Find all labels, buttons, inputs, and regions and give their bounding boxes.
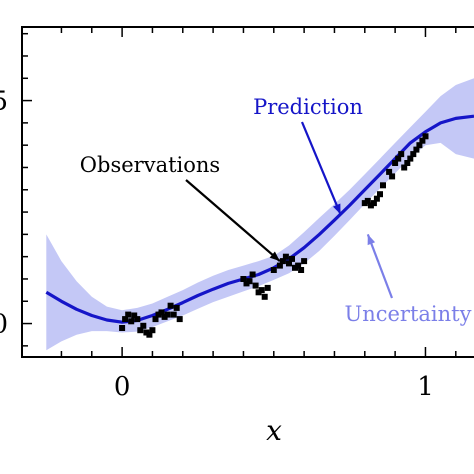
observation-point [176,316,183,323]
observation-point [292,264,298,271]
observation-point [395,155,402,162]
observation-point [128,318,135,325]
observation-point [373,195,380,202]
observation-point [364,197,371,204]
observation-point [401,164,408,171]
observation-point [419,137,426,144]
observation-points-layer [119,133,429,338]
ticks-layer: 010.5 [0,27,457,402]
uncertainty-band-layer [46,78,474,351]
observation-point [140,322,147,329]
y-tick-label: .5 [0,87,8,117]
annotations-layer: Observations Prediction Uncertainty [80,95,472,326]
observation-point [131,312,138,319]
annotation-prediction: Prediction [253,95,363,119]
observation-point [146,331,153,338]
x-tick-label: 1 [417,372,434,402]
annotation-arrow-line [366,233,394,299]
observation-point [407,155,414,162]
observation-point [170,311,177,318]
observation-point [264,284,271,291]
observation-point [289,255,295,262]
observation-point [246,278,253,285]
observation-point [125,311,132,318]
observation-point [149,327,156,334]
observation-point [295,262,302,269]
observation-point [370,200,377,207]
annotation-uncertainty: Uncertainty [345,302,472,326]
observation-point [276,262,283,269]
observation-point [298,267,305,273]
uncertainty-band [46,78,474,351]
observation-point [255,289,262,296]
observation-point [173,304,180,311]
annotation-arrow-line [300,121,342,215]
observation-point [282,253,289,260]
observation-point [167,302,174,309]
observation-point [240,276,247,282]
observation-point [164,311,171,318]
observation-point [279,258,286,265]
observation-point [134,316,141,323]
observation-point [389,173,396,180]
x-axis-label: x [266,414,282,447]
annotation-arrow-line [185,179,281,262]
observation-point [413,146,420,153]
annotation-arrow-head [367,234,376,246]
plot-frame [21,26,474,358]
observation-point [258,287,265,294]
observation-point [416,142,423,149]
observation-point [386,168,393,175]
observation-point [158,309,165,316]
observation-point [286,260,292,267]
observation-point [249,271,256,278]
observation-point [152,316,159,323]
observation-point [392,160,399,166]
y-tick-label: 0 [0,310,8,340]
observation-point [252,282,259,289]
observation-point [398,151,405,158]
observation-point [410,151,417,158]
observation-point [422,133,429,140]
observation-point [301,258,308,265]
x-tick-label: 0 [114,372,131,402]
observation-point [122,316,129,323]
annotation-observations: Observations [80,153,220,177]
observation-point [377,191,383,198]
observation-point [380,182,386,189]
annotation-arrow-head [332,203,341,215]
observation-point [119,325,126,331]
observation-point [404,160,411,166]
annotation-arrow-head [269,251,280,262]
observation-point [270,267,277,273]
observation-point [261,293,268,300]
observation-point [137,327,144,334]
